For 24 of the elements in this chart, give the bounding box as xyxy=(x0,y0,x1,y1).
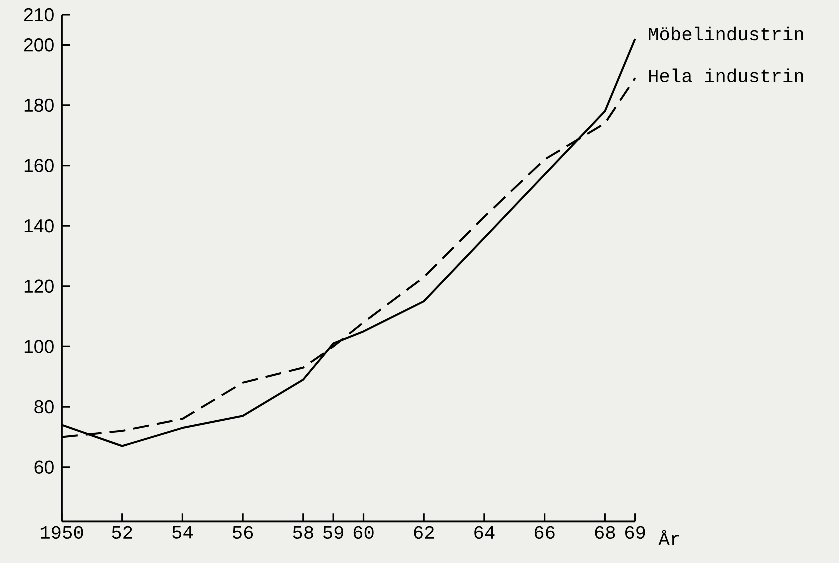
y-tick-label: 120 xyxy=(24,280,54,294)
x-tick-label: 1950 xyxy=(40,526,84,540)
x-tick-label: 62 xyxy=(414,526,434,540)
y-tick-label: 80 xyxy=(34,400,54,414)
x-tick-label: 66 xyxy=(534,526,555,540)
series-label: Hela industrin xyxy=(650,68,804,83)
x-tick-label: 52 xyxy=(112,526,132,540)
x-tick-label: 56 xyxy=(233,526,254,540)
x-tick-label: 59 xyxy=(324,526,344,540)
x-tick-label: 58 xyxy=(293,526,314,540)
y-tick-label: 60 xyxy=(34,460,54,474)
y-tick-label: 210 xyxy=(24,8,54,22)
x-tick-label: 54 xyxy=(172,526,193,539)
series-label: Möbelindustrin xyxy=(649,26,804,41)
y-tick-label: 200 xyxy=(24,38,54,52)
x-axis-title: År xyxy=(658,530,680,546)
y-tick-label: 180 xyxy=(24,98,54,112)
x-tick-label: 69 xyxy=(626,526,646,540)
x-tick-label: 60 xyxy=(354,526,374,540)
x-tick-label: 64 xyxy=(474,526,495,540)
y-tick-label: 140 xyxy=(24,219,54,233)
y-tick-label: 160 xyxy=(24,159,54,172)
y-tick-label: 100 xyxy=(24,340,54,354)
x-tick-label: 68 xyxy=(595,526,616,540)
